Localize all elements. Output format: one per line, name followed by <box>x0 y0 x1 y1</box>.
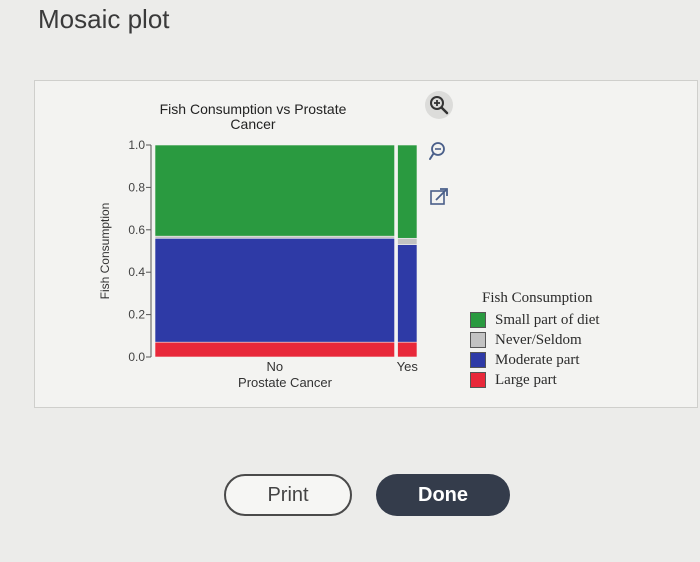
chart-title-line: Cancer <box>230 116 275 132</box>
expand-arrow-icon <box>430 188 448 205</box>
legend-label: Small part of diet <box>495 311 600 328</box>
mosaic-tile <box>154 144 395 237</box>
expand-button[interactable] <box>425 183 453 211</box>
legend-swatch <box>470 332 486 348</box>
mosaic-tile <box>154 235 395 239</box>
legend-item: Never/Seldom <box>470 330 600 350</box>
zoom-out-button[interactable] <box>425 137 453 165</box>
magnifier-plus-icon <box>430 96 449 115</box>
legend-item: Large part <box>470 370 600 390</box>
done-button[interactable]: Done <box>376 474 510 516</box>
legend-label: Moderate part <box>495 351 580 368</box>
legend-title: Fish Consumption <box>482 290 593 306</box>
print-button[interactable]: Print <box>224 474 352 516</box>
magnifier-minus-icon <box>429 142 445 160</box>
y-tick-label: 0.0 <box>128 350 145 364</box>
y-tick-label: 0.2 <box>128 308 145 322</box>
y-axis-label: Fish Consumption <box>98 203 112 300</box>
mosaic-tile <box>154 237 395 343</box>
mosaic-tile <box>397 244 418 343</box>
y-tick-label: 0.6 <box>128 223 145 237</box>
chart-title-line: Fish Consumption vs Prostate <box>160 101 347 117</box>
y-tick-label: 0.4 <box>128 265 145 279</box>
legend-swatch <box>470 352 486 368</box>
chart-panel: Fish Consumption vs Prostate Cancer Fish … <box>34 80 698 408</box>
legend-item: Small part of diet <box>470 310 600 330</box>
legend-swatch <box>470 372 486 388</box>
page-title: Mosaic plot <box>38 4 170 34</box>
x-tick-label: No <box>266 359 283 374</box>
y-tick-label: 0.8 <box>128 180 145 194</box>
mosaic-tile <box>397 341 418 358</box>
x-tick-label: Yes <box>397 359 419 374</box>
mosaic-tile <box>397 144 418 239</box>
legend-label: Large part <box>495 371 557 388</box>
mosaic-tile <box>397 237 418 245</box>
legend-label: Never/Seldom <box>495 331 582 348</box>
y-tick-label: 1.0 <box>128 138 145 152</box>
mosaic-tile <box>154 341 395 358</box>
chart-legend: Fish Consumption Small part of diet Never… <box>470 290 600 390</box>
x-axis-label: Prostate Cancer <box>238 375 333 390</box>
legend-swatch <box>470 312 486 328</box>
legend-item: Moderate part <box>470 350 600 370</box>
zoom-in-button[interactable] <box>425 91 453 119</box>
